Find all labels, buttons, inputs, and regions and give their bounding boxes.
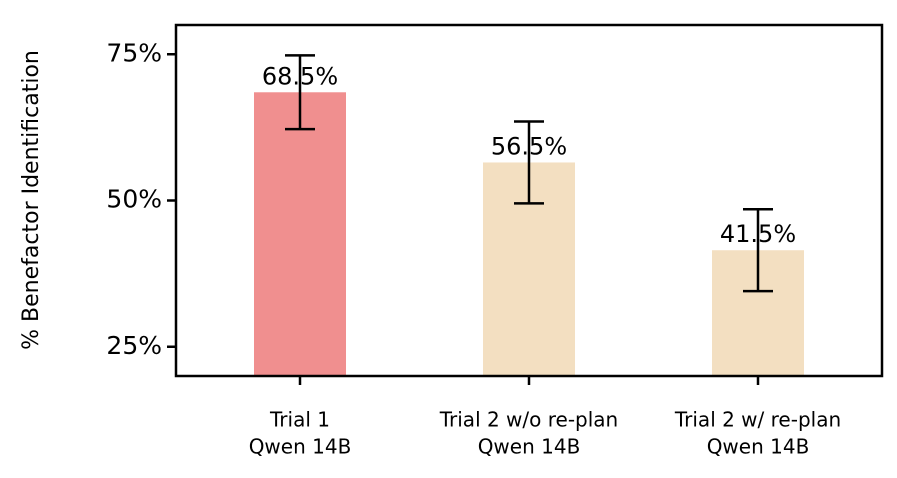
y-tick-label: 75% [106,38,162,67]
bar [254,92,346,377]
x-tick-label: Trial 2 w/o re-plan [439,408,619,432]
plot-frame [174,23,884,378]
x-tick-label: Trial 1 [269,408,330,432]
x-tick-label: Qwen 14B [249,435,352,459]
y-tick-label: 25% [106,331,162,360]
x-tick-label: Trial 2 w/ re-plan [674,408,841,432]
y-tick-label: 50% [106,185,162,214]
x-tick-label: Qwen 14B [478,435,581,459]
y-axis-label: % Benefactor Identification [19,50,44,350]
x-tick-label: Qwen 14B [707,435,810,459]
